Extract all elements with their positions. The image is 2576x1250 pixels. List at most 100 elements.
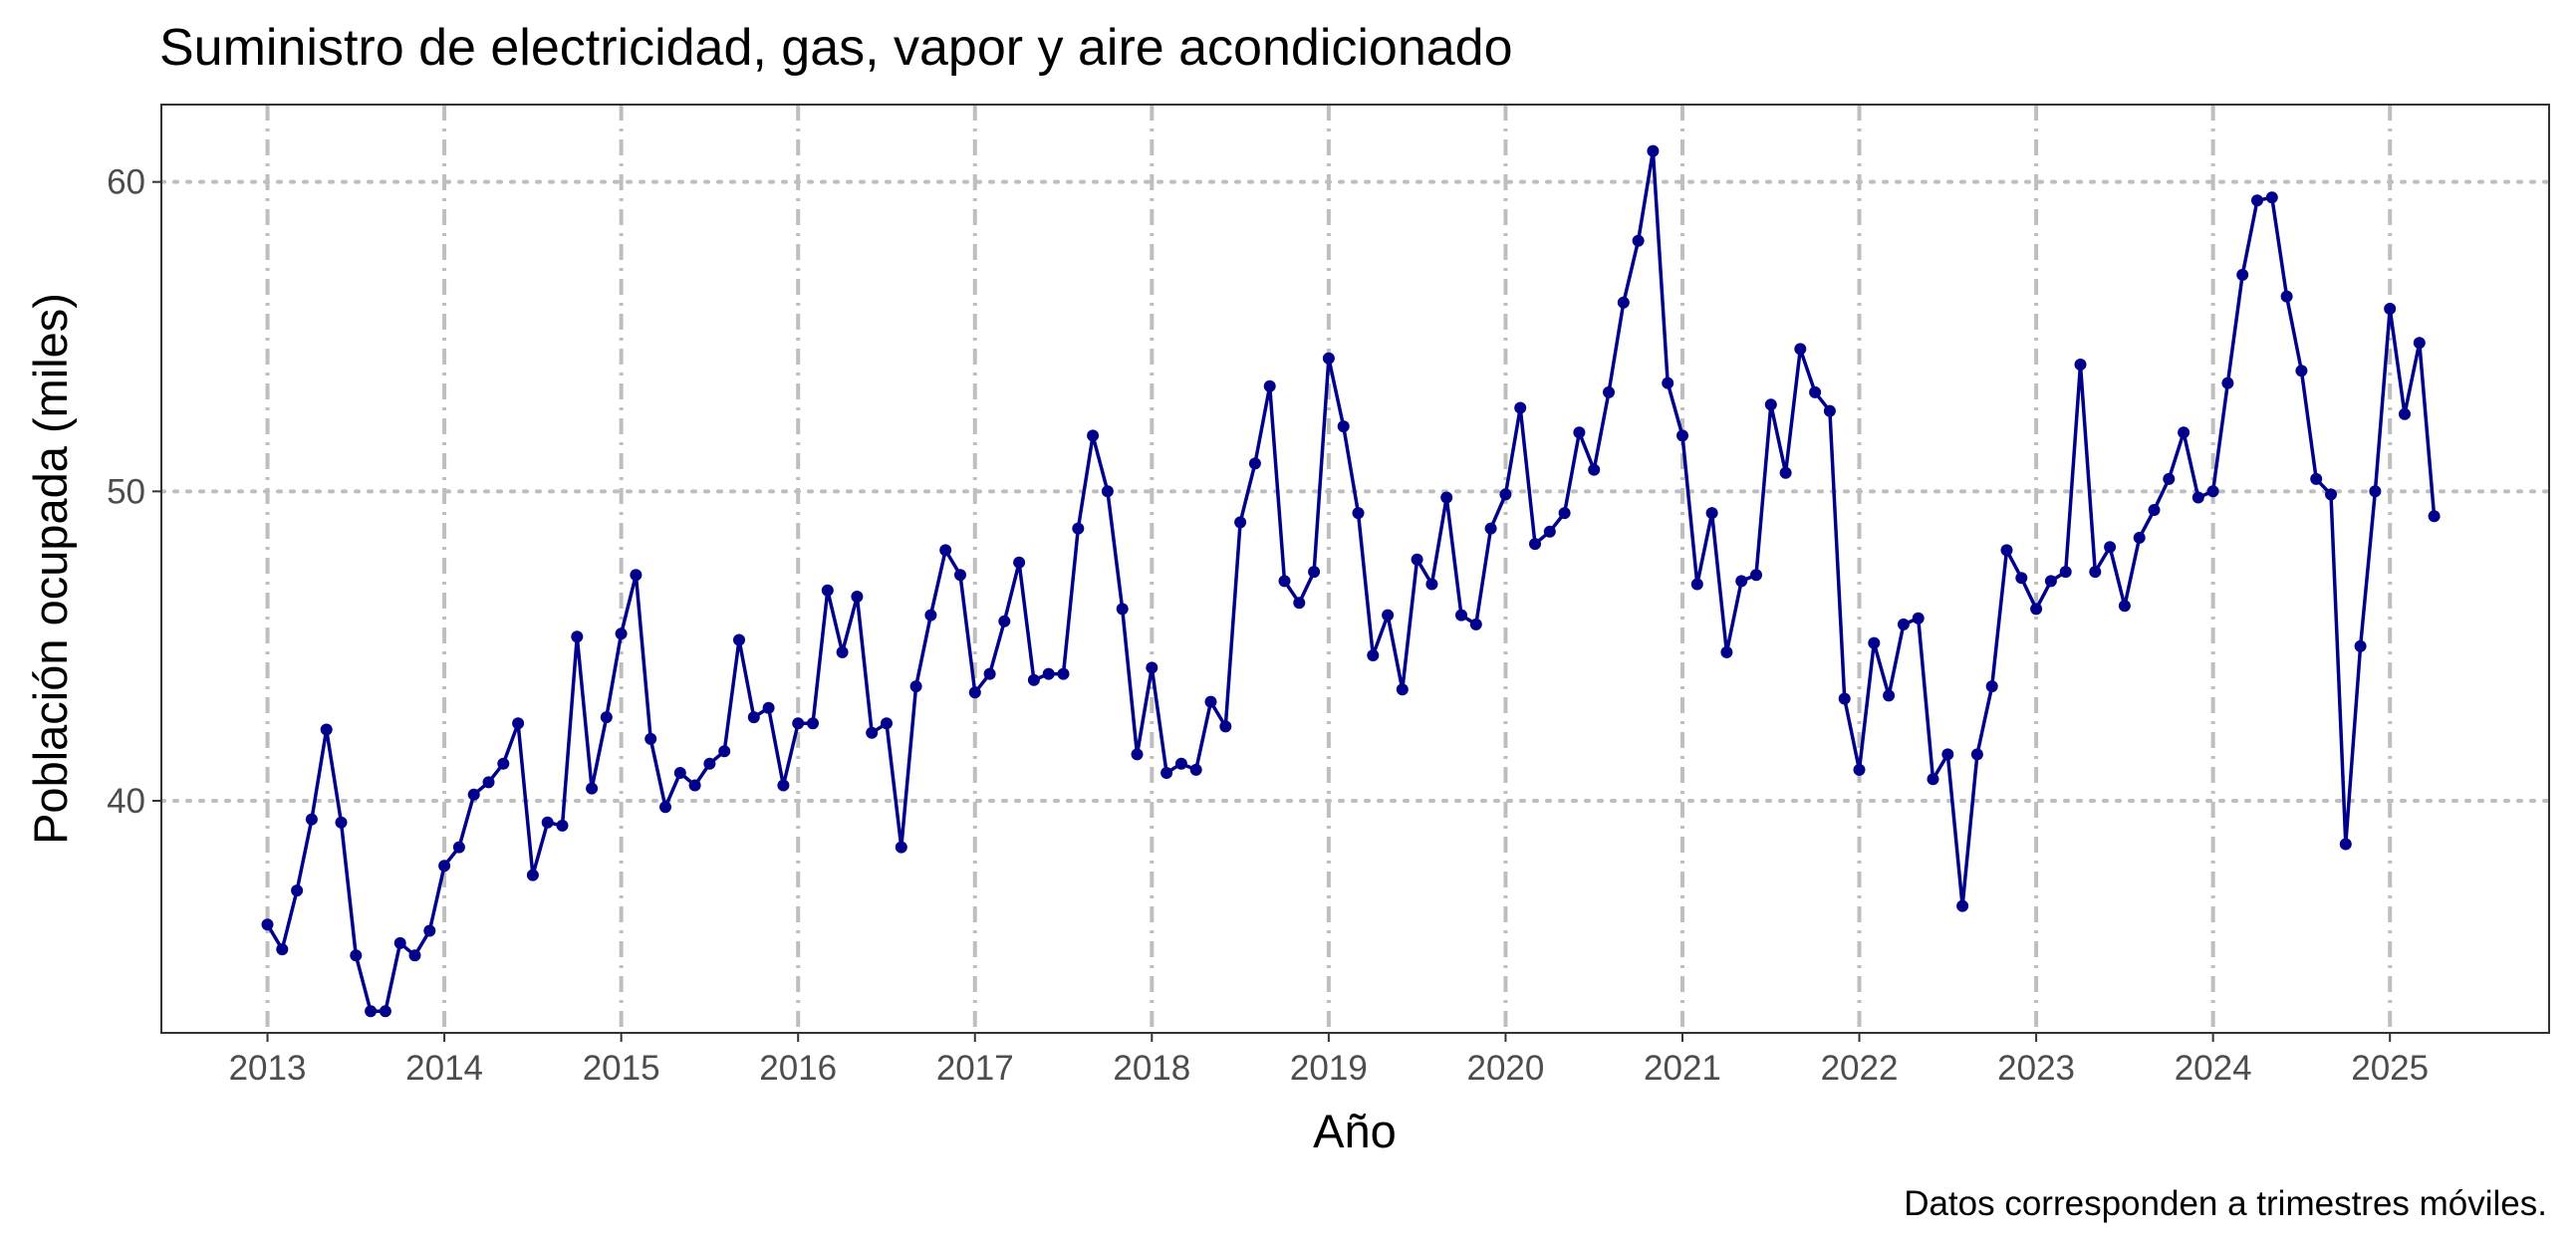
data-point xyxy=(335,816,348,829)
data-point xyxy=(866,726,879,739)
data-point xyxy=(1853,763,1866,776)
axis-layer: 40 50 60 2013 2014 2015 2016 2017 2018 2019 2020 20… xyxy=(107,163,2429,1088)
y-tick-label: 50 xyxy=(107,472,145,511)
data-point xyxy=(393,936,406,949)
data-point xyxy=(1027,673,1040,686)
data-point xyxy=(1705,507,1718,520)
data-point xyxy=(512,717,525,730)
data-point xyxy=(2015,572,2028,585)
data-point xyxy=(1897,618,1910,630)
data-point xyxy=(452,841,465,854)
x-tick-label: 2025 xyxy=(2351,1049,2429,1088)
data-point xyxy=(1603,385,1615,398)
x-tick-label: 2018 xyxy=(1113,1049,1190,1088)
data-point xyxy=(2104,541,2117,554)
data-point xyxy=(276,943,289,956)
data-point xyxy=(968,686,981,699)
x-tick-label: 2017 xyxy=(936,1049,1014,1088)
data-point xyxy=(1263,379,1276,392)
data-point xyxy=(1514,401,1527,414)
data-point xyxy=(1956,899,1969,912)
x-tick-label: 2024 xyxy=(2175,1049,2252,1088)
data-point xyxy=(1308,566,1321,579)
x-tick-label: 2015 xyxy=(583,1049,660,1088)
data-point xyxy=(733,633,745,646)
data-point xyxy=(1101,485,1114,498)
data-point xyxy=(1411,553,1423,566)
data-point xyxy=(1558,507,1571,520)
data-point xyxy=(1543,525,1556,538)
data-point xyxy=(1248,457,1261,470)
data-point xyxy=(836,645,849,658)
data-point xyxy=(1941,748,1954,761)
data-point xyxy=(821,584,834,597)
data-point xyxy=(1868,636,1881,649)
panel-border xyxy=(160,104,2550,1034)
y-tick-label: 40 xyxy=(107,782,145,821)
data-point xyxy=(615,627,628,640)
data-point xyxy=(688,779,701,792)
data-point xyxy=(1278,575,1291,588)
data-point xyxy=(261,918,274,931)
data-point xyxy=(881,717,893,730)
data-point xyxy=(659,801,671,814)
data-point xyxy=(644,732,657,745)
data-point xyxy=(2030,603,2043,616)
data-point xyxy=(1794,343,1807,356)
data-point xyxy=(2191,491,2204,504)
data-point xyxy=(2074,359,2087,371)
data-point xyxy=(1617,296,1630,309)
data-point xyxy=(1072,522,1085,535)
data-point xyxy=(954,569,966,582)
data-point xyxy=(1985,680,1998,693)
data-point xyxy=(571,630,584,643)
data-point xyxy=(1647,144,1660,157)
data-point xyxy=(2163,472,2176,485)
data-point xyxy=(1588,463,1601,476)
data-point xyxy=(1750,569,1762,582)
data-point xyxy=(718,745,731,758)
data-point xyxy=(1912,612,1925,625)
data-point xyxy=(2236,268,2249,281)
data-point xyxy=(2206,485,2219,498)
data-point xyxy=(1425,578,1438,591)
data-point xyxy=(2399,407,2411,420)
data-point xyxy=(1735,575,1748,588)
data-point xyxy=(1440,491,1453,504)
data-point xyxy=(526,869,539,881)
data-point xyxy=(777,779,790,792)
data-point xyxy=(895,841,907,854)
data-point xyxy=(497,757,510,770)
data-point xyxy=(2310,472,2323,485)
data-point xyxy=(1764,398,1777,411)
data-point xyxy=(2059,566,2072,579)
data-point xyxy=(1322,352,1335,365)
data-point xyxy=(1469,618,1482,630)
data-point xyxy=(1883,689,1896,702)
data-point xyxy=(1057,667,1070,680)
data-point xyxy=(1396,683,1409,696)
data-point xyxy=(291,884,304,897)
data-point xyxy=(1779,466,1792,479)
data-point xyxy=(2369,485,2382,498)
data-point xyxy=(1455,609,1467,622)
data-point xyxy=(2118,600,2131,613)
data-point xyxy=(1352,507,1365,520)
data-point xyxy=(703,757,716,770)
data-point xyxy=(556,819,569,832)
data-point xyxy=(1662,376,1674,389)
data-point xyxy=(1087,429,1100,442)
data-point xyxy=(1013,556,1026,569)
data-point xyxy=(1293,597,1306,610)
data-point xyxy=(1809,385,1822,398)
data-point xyxy=(1382,609,1395,622)
data-point xyxy=(792,717,805,730)
data-point xyxy=(1116,603,1129,616)
x-tick-label: 2014 xyxy=(405,1049,483,1088)
data-point xyxy=(1823,404,1836,417)
x-tick-label: 2020 xyxy=(1466,1049,1544,1088)
data-point xyxy=(1174,757,1187,770)
data-point xyxy=(1204,695,1217,708)
